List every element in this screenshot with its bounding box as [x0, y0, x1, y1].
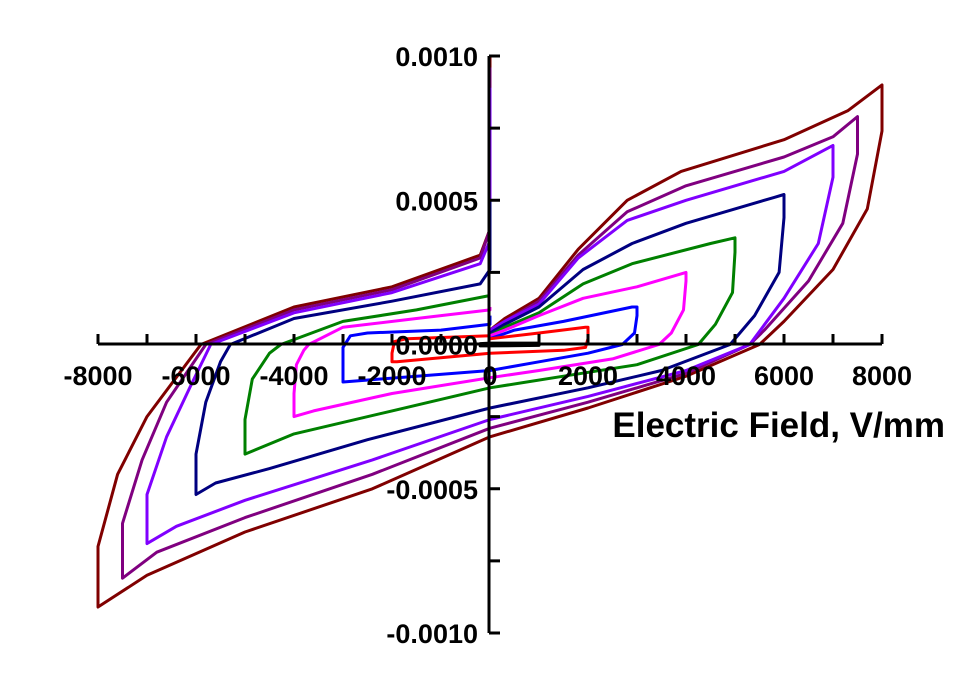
x-tick-label: -8000 [63, 361, 132, 391]
x-tick-label: -4000 [259, 361, 328, 391]
series-line-3 [194, 193, 786, 496]
x-tick-label: 0 [482, 361, 497, 391]
series-line-0 [96, 56, 884, 609]
axes-layer [96, 54, 884, 635]
y-tick-label: -0.0010 [386, 619, 478, 649]
y-tick-label: 0.0005 [395, 186, 478, 216]
series-line-1 [121, 67, 859, 580]
series-line-2 [145, 87, 835, 546]
x-tick-label: 2000 [558, 361, 618, 391]
x-tick-label: -2000 [357, 361, 426, 391]
x-tick-label: 4000 [656, 361, 716, 391]
series-line-4 [243, 236, 737, 456]
x-tick-label: -6000 [161, 361, 230, 391]
y-ticks [489, 54, 500, 635]
labels-layer: -8000 -6000 -4000 -2000 0 2000 4000 6000 8000 0.0… [63, 42, 912, 649]
x-tick-label: 6000 [754, 361, 814, 391]
x-tick-label: 8000 [852, 361, 912, 391]
y-tick-label: 0.0010 [395, 42, 478, 72]
x-ticks [96, 334, 884, 344]
y-tick-label: 0.0000 [395, 331, 478, 361]
series-line-5 [292, 270, 688, 419]
x-axis-title: Electric Field, V/mm [612, 406, 945, 445]
series-line-6 [341, 305, 639, 384]
y-tick-label: -0.0005 [386, 475, 478, 505]
series-layer [96, 56, 884, 609]
